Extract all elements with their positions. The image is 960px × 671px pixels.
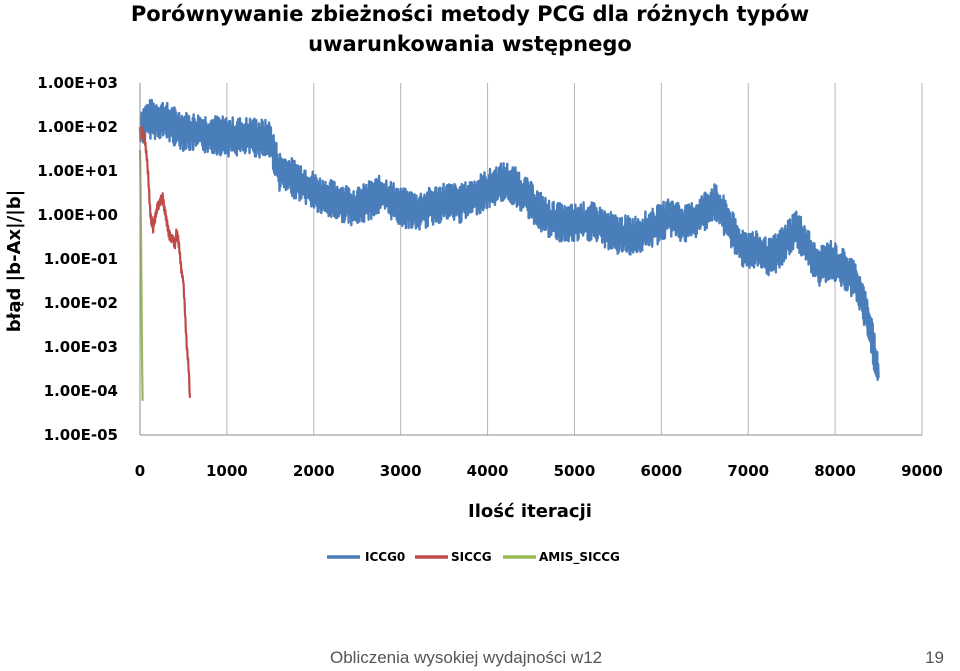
y-tick-label: 1.00E-03: [44, 338, 118, 356]
x-tick-label: 9000: [901, 462, 943, 480]
x-tick-label: 6000: [640, 462, 682, 480]
tick-labels: 0 1000 2000 3000 4000 5000 6000 7000 8000 9000 1.0…: [37, 74, 943, 480]
legend-item-amis-siccg: AMIS_SICCG: [503, 550, 620, 565]
y-tick-label: 1.00E+00: [37, 206, 118, 224]
y-tick-label: 1.00E-05: [44, 426, 118, 444]
x-tick-label: 5000: [554, 462, 596, 480]
plot-area: [138, 98, 880, 401]
x-tick-label: 2000: [293, 462, 335, 480]
chart-title-line-1: Porównywanie zbieżności metody PCG dla r…: [131, 2, 809, 26]
slide-page-number: 19: [925, 648, 944, 667]
x-tick-label: 7000: [727, 462, 769, 480]
series-line-siccg: [138, 125, 192, 398]
y-axis-title: błąd |b-Ax|/|b|: [4, 190, 25, 333]
legend: ICCG0 SICCG AMIS_SICCG: [327, 550, 620, 565]
legend-label: SICCG: [451, 550, 492, 564]
legend-label: ICCG0: [365, 550, 405, 564]
chart-title-line-2: uwarunkowania wstępnego: [308, 32, 632, 56]
grid: [226, 83, 923, 435]
legend-item-iccg0: ICCG0: [327, 550, 405, 564]
y-tick-label: 1.00E-04: [44, 382, 118, 400]
x-tick-label: 8000: [814, 462, 856, 480]
y-tick-label: 1.00E+02: [37, 118, 118, 136]
x-tick-label: 0: [135, 462, 145, 480]
x-tick-label: 4000: [467, 462, 509, 480]
slide-footer-text: Obliczenia wysokiej wydajności w12: [330, 648, 603, 667]
y-tick-label: 1.00E-02: [44, 294, 118, 312]
x-axis-title: Ilość iteracji: [468, 501, 592, 522]
y-tick-label: 1.00E+01: [37, 162, 118, 180]
legend-label: AMIS_SICCG: [539, 550, 620, 565]
y-tick-label: 1.00E+03: [37, 74, 118, 92]
x-tick-label: 3000: [380, 462, 422, 480]
axes: [139, 83, 922, 436]
legend-item-siccg: SICCG: [415, 550, 492, 564]
series-line-iccg0: [138, 98, 880, 382]
y-tick-label: 1.00E-01: [44, 250, 118, 268]
x-tick-label: 1000: [206, 462, 248, 480]
